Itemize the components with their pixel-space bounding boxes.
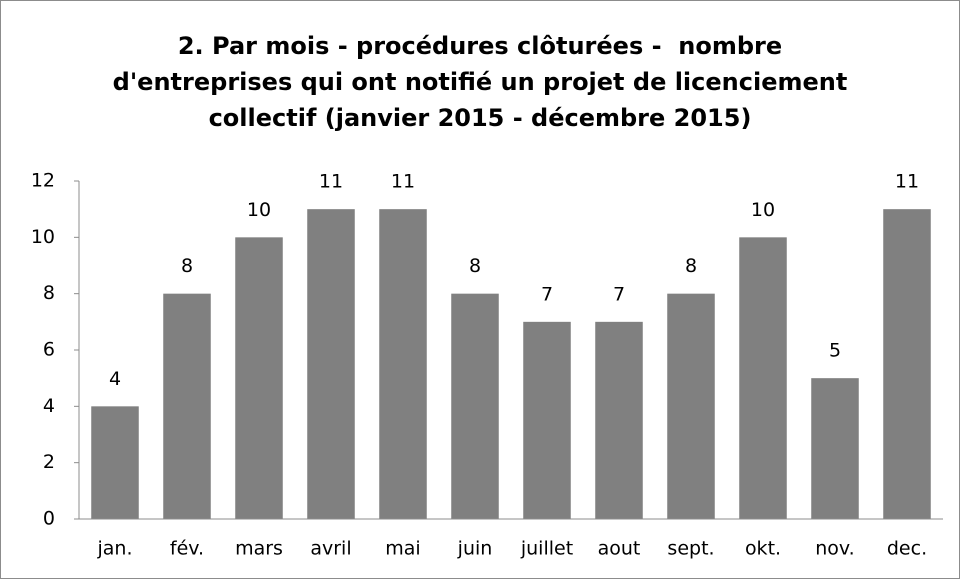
y-tick-label: 2 <box>43 451 55 473</box>
x-tick-label: juillet <box>520 538 573 560</box>
data-label: 11 <box>391 171 415 193</box>
bar <box>235 237 283 520</box>
data-label: 10 <box>247 199 271 221</box>
x-tick-label: jan. <box>96 538 132 560</box>
data-label: 8 <box>181 255 193 277</box>
bar <box>451 293 499 519</box>
chart-title: 2. Par mois - procédures clôturées - nom… <box>112 32 848 132</box>
y-tick-label: 4 <box>43 395 55 417</box>
data-label: 7 <box>541 283 553 305</box>
x-tick-label: mai <box>385 538 420 560</box>
bar <box>883 209 931 519</box>
data-label: 11 <box>319 171 343 193</box>
y-tick-label: 8 <box>43 282 55 304</box>
data-label: 11 <box>895 171 919 193</box>
y-tick-label: 0 <box>43 508 55 530</box>
data-label: 8 <box>685 255 697 277</box>
bar <box>811 378 859 519</box>
x-tick-label: juin <box>457 538 493 560</box>
x-tick-label: dec. <box>887 538 927 560</box>
x-tick-label: avril <box>310 538 351 560</box>
bar <box>163 293 211 519</box>
x-tick-label: fév. <box>170 538 204 560</box>
data-label: 10 <box>751 199 775 221</box>
x-tick-label: aout <box>598 538 641 560</box>
bar <box>595 321 643 519</box>
bar <box>739 237 787 520</box>
data-label: 7 <box>613 283 625 305</box>
bar <box>307 209 355 519</box>
x-tick-label: okt. <box>745 538 781 560</box>
bar <box>91 406 139 519</box>
x-tick-label: nov. <box>815 538 854 560</box>
bar <box>667 293 715 519</box>
data-label: 4 <box>109 368 121 390</box>
data-label: 8 <box>469 255 481 277</box>
bar <box>523 321 571 519</box>
data-label: 5 <box>829 340 841 362</box>
x-tick-label: mars <box>235 538 283 560</box>
y-tick-label: 10 <box>31 226 55 248</box>
y-tick-label: 12 <box>31 170 55 192</box>
y-tick-label: 6 <box>43 339 55 361</box>
x-tick-label: sept. <box>667 538 714 560</box>
bar <box>379 209 427 519</box>
